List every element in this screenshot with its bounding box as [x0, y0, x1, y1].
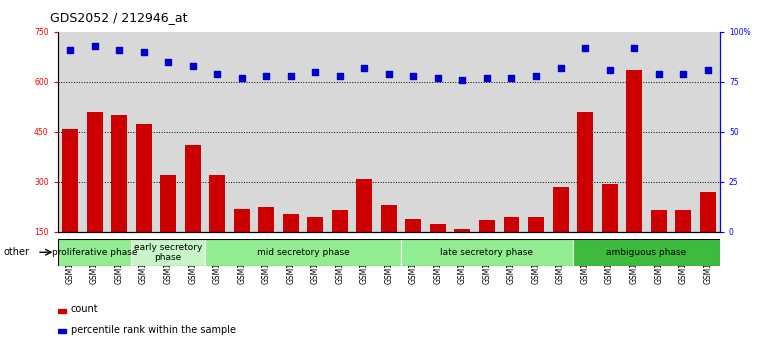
Point: [579, 45, 591, 51]
Point: [530, 73, 542, 79]
Point: [701, 67, 714, 73]
Bar: [307, 217, 323, 282]
Bar: [160, 175, 176, 282]
Bar: [283, 213, 299, 282]
Point: [407, 73, 420, 79]
Bar: [700, 192, 715, 282]
Bar: [573, 239, 720, 266]
Bar: [626, 70, 642, 282]
Bar: [58, 309, 66, 313]
Point: [652, 71, 665, 77]
Bar: [479, 220, 495, 282]
Bar: [58, 329, 66, 333]
Bar: [405, 218, 421, 282]
Point: [480, 75, 493, 81]
Point: [505, 75, 517, 81]
Bar: [86, 112, 102, 282]
Text: GDS2052 / 212946_at: GDS2052 / 212946_at: [50, 11, 188, 24]
Point: [260, 73, 273, 79]
Point: [383, 71, 395, 77]
Point: [89, 43, 101, 49]
Bar: [205, 239, 401, 266]
Bar: [577, 112, 593, 282]
Point: [432, 75, 444, 81]
Bar: [111, 115, 127, 282]
Bar: [357, 178, 373, 282]
Point: [554, 65, 567, 71]
Point: [604, 67, 616, 73]
Bar: [401, 239, 573, 266]
Bar: [430, 223, 446, 282]
Bar: [185, 145, 201, 282]
Bar: [258, 207, 274, 282]
Point: [309, 69, 321, 75]
Text: late secretory phase: late secretory phase: [440, 248, 534, 257]
Point: [186, 63, 199, 69]
Bar: [651, 210, 667, 282]
Bar: [209, 175, 225, 282]
Point: [113, 47, 126, 53]
Text: percentile rank within the sample: percentile rank within the sample: [71, 325, 236, 335]
Point: [236, 75, 248, 81]
Text: mid secretory phase: mid secretory phase: [256, 248, 350, 257]
Bar: [553, 187, 568, 282]
Point: [285, 73, 297, 79]
Point: [457, 77, 469, 83]
Text: count: count: [71, 304, 99, 314]
Bar: [62, 129, 78, 282]
Bar: [504, 217, 520, 282]
Bar: [332, 210, 348, 282]
Point: [677, 71, 689, 77]
Bar: [601, 183, 618, 282]
Bar: [234, 209, 249, 282]
Bar: [381, 205, 397, 282]
Text: early secretory
phase: early secretory phase: [134, 242, 203, 262]
Point: [162, 59, 174, 65]
Bar: [132, 239, 205, 266]
Point: [333, 73, 346, 79]
Point: [137, 49, 149, 55]
Bar: [136, 124, 152, 282]
Text: other: other: [4, 247, 30, 257]
Text: proliferative phase: proliferative phase: [52, 248, 137, 257]
Point: [211, 71, 223, 77]
Bar: [454, 229, 470, 282]
Point: [628, 45, 641, 51]
Point: [64, 47, 76, 53]
Bar: [675, 210, 691, 282]
Bar: [528, 217, 544, 282]
Bar: [58, 239, 132, 266]
Text: ambiguous phase: ambiguous phase: [606, 248, 686, 257]
Point: [358, 65, 370, 71]
